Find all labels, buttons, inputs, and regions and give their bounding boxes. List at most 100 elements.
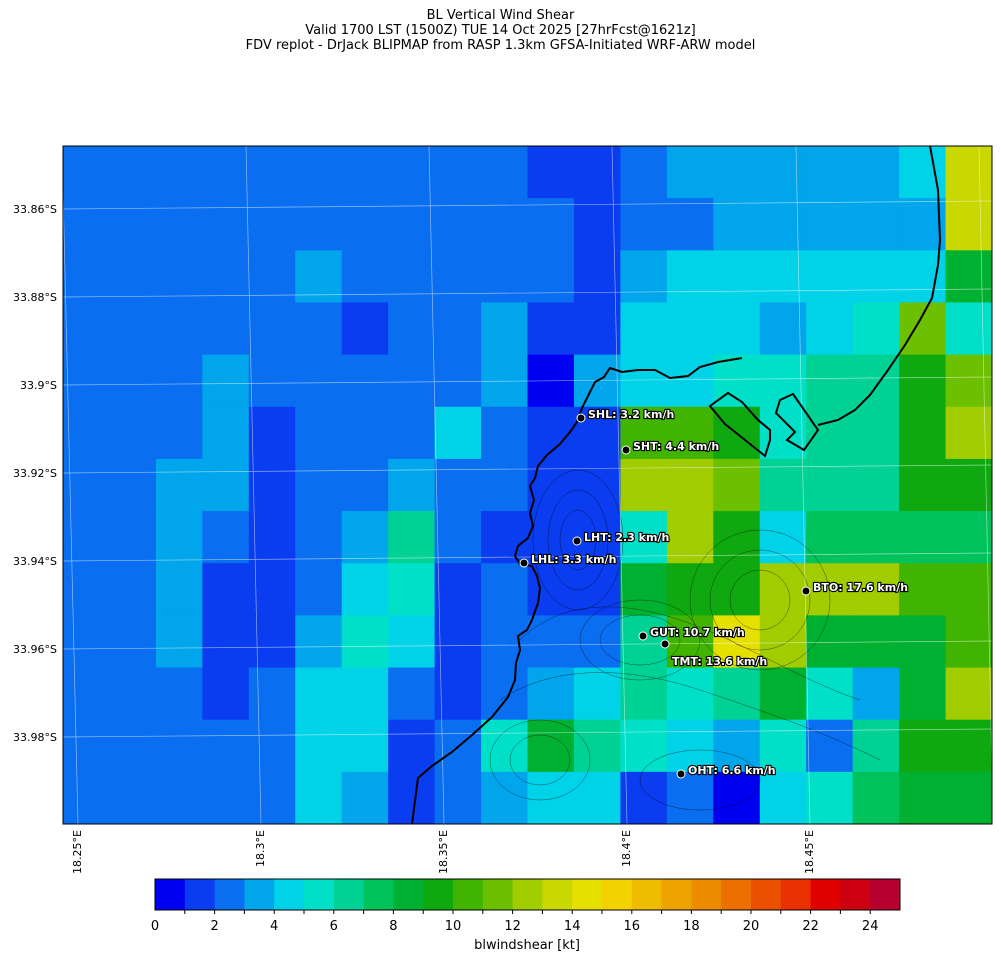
shear-cell [63,250,111,304]
shear-cell [248,302,296,356]
shear-cell [434,511,482,564]
shear-cell [63,354,111,408]
shear-cell [155,719,203,773]
shear-cell [713,771,761,824]
shear-cell [899,563,947,616]
colorbar-ticks: 0 2 4 6 8 10 12 14 16 18 20 22 24 [151,919,879,934]
shear-cell [109,406,157,460]
shear-cell [388,771,436,824]
shear-cell [713,198,761,251]
shear-cell [202,458,250,512]
shear-cell [248,458,296,512]
shear-cell [759,198,807,251]
shear-cell [481,146,529,199]
shear-cell [945,563,992,616]
station-shl[interactable]: SHL: 3.2 km/h [576,407,675,423]
map-title: BL Vertical Wind Shear Valid 1700 LST (1… [0,8,1001,53]
colorbar-title: blwindshear [kt] [474,938,580,953]
shear-cell [666,406,714,460]
shear-cell [945,354,992,408]
shear-cell [341,354,389,408]
title-line-1: BL Vertical Wind Shear [426,8,575,23]
station-lht[interactable]: LHT: 2.3 km/h [572,530,670,546]
colorbar-segment [542,879,573,910]
shear-cell [945,511,992,564]
shear-cell [202,406,250,460]
shear-cell [341,302,389,356]
lat-label: 33.94°S [13,555,57,568]
colorbar-tick-label: 4 [270,919,278,934]
shear-cell [759,667,807,721]
shear-cell [63,667,111,721]
shear-cell [155,354,203,408]
shear-cell [806,250,854,304]
shear-cell [852,771,900,824]
station-sht[interactable]: SHT: 4.4 km/h [621,439,720,455]
lon-label: 18.3°E [254,830,267,867]
station-oht[interactable]: OHT: 6.6 km/h [676,763,777,779]
station-dot-icon [801,586,811,596]
shear-cell [434,667,482,721]
shear-cell [434,615,482,669]
shear-cell [295,458,343,512]
station-markers: SHL: 3.2 km/h SHT: 4.4 km/h LHT: 2.3 km/… [519,407,909,779]
shear-cell [295,198,343,251]
coastline [411,146,942,824]
shear-cell [295,250,343,304]
shear-cell [63,302,111,356]
shear-cell [759,146,807,199]
station-tmt[interactable]: TMT: 13.6 km/h [660,639,768,669]
colorbar-tick-label: 14 [564,919,581,934]
shear-cell [899,719,947,773]
shear-cell [620,667,668,721]
shear-cell [388,615,436,669]
shear-cell [620,250,668,304]
shear-cell [388,719,436,773]
shear-cell [620,719,668,773]
shear-cell [945,302,992,356]
shear-cell [248,511,296,564]
station-lhl[interactable]: LHL: 3.3 km/h [519,552,618,568]
shear-cell [481,563,529,616]
colorbar-segment [184,879,216,910]
shear-cell [945,667,992,721]
shear-cell [527,198,575,251]
shear-cell [573,302,621,356]
shear-cell [852,719,900,773]
shear-cell [295,667,343,721]
station-dot-icon [676,769,686,779]
shear-cell [852,563,900,616]
shear-cell [666,198,714,251]
colorbar-tick-label: 8 [389,919,397,934]
shear-cell [852,406,900,460]
station-gut[interactable]: GUT: 10.7 km/h [638,625,746,641]
shear-cell [899,406,947,460]
shear-cell [713,719,761,773]
shear-cell [109,615,157,669]
shear-cell [155,511,203,564]
shear-cell [759,458,807,512]
shear-cell [202,771,250,824]
colorbar-segment [244,879,275,910]
shear-cell [155,198,203,251]
colorbar-tick-label: 24 [862,919,879,934]
lat-label: 33.98°S [13,731,57,744]
station-bto[interactable]: BTO: 17.6 km/h [801,580,909,596]
shear-cell [713,302,761,356]
shear-cell [63,719,111,773]
shear-cell [759,771,807,824]
shear-cell [341,406,389,460]
shear-cell [341,458,389,512]
colorbar-segment [274,879,305,910]
shear-cell [388,511,436,564]
shear-cell [388,458,436,512]
shear-cell [295,771,343,824]
shear-cell [945,771,992,824]
shear-cell [341,250,389,304]
station-dot-icon [576,413,586,423]
shear-cell [295,511,343,564]
shear-grid [63,146,992,824]
shear-cell [899,302,947,356]
shear-cell [109,458,157,512]
